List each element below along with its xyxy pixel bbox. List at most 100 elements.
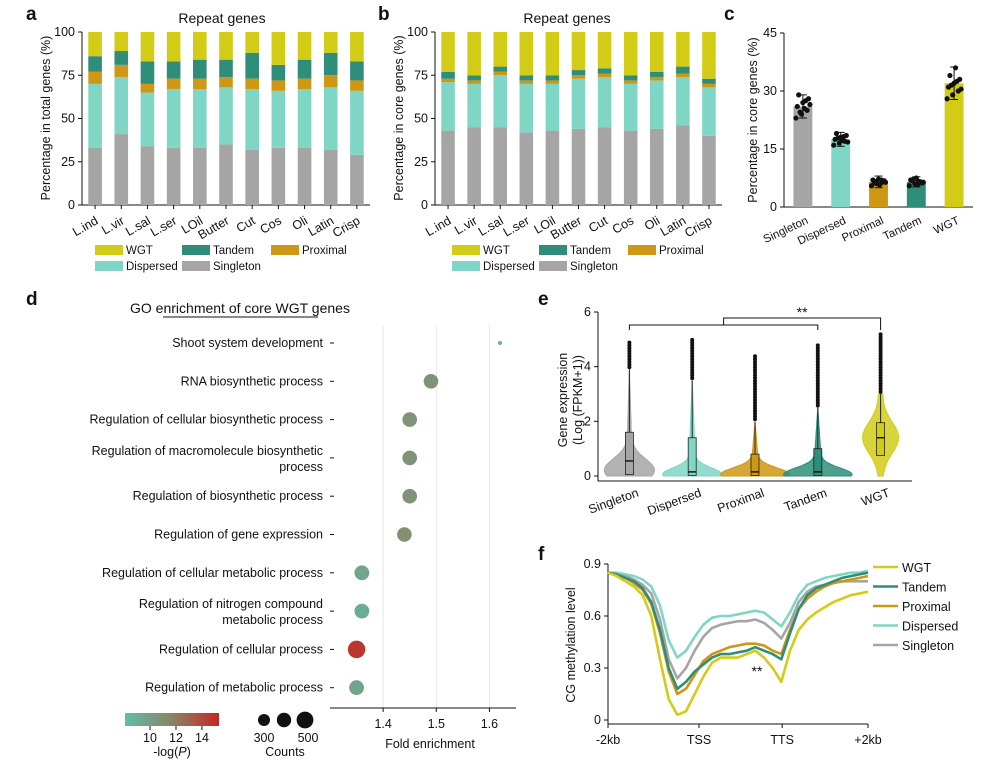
bar-segment-singleton bbox=[571, 128, 586, 205]
bar-segment-proximal bbox=[571, 75, 586, 79]
data-point bbox=[831, 142, 837, 148]
outlier bbox=[878, 373, 883, 378]
y-tick-label: 0.9 bbox=[584, 557, 601, 571]
x-tick-label: WGT bbox=[859, 486, 892, 509]
y-tick-label: 0 bbox=[68, 198, 75, 212]
outlier bbox=[690, 357, 695, 362]
x-tick-label: 1.6 bbox=[481, 717, 498, 731]
bar-segment-dispersed bbox=[545, 83, 560, 131]
panel-e-axes: 0 2 4 6 Singleton Dispersed Proximal Tandem WGT bbox=[584, 305, 912, 518]
y-tick-label: 0 bbox=[584, 469, 591, 483]
legend-label: Dispersed bbox=[483, 261, 535, 273]
legend-label: Proximal bbox=[659, 245, 704, 257]
bar-segment-tandem bbox=[441, 71, 455, 79]
bar-segment-proximal bbox=[193, 78, 207, 90]
outlier bbox=[753, 389, 757, 394]
panel-label-a: a bbox=[26, 4, 37, 25]
data-point bbox=[796, 92, 802, 98]
bar-segment-proximal bbox=[493, 71, 508, 76]
legend-label: WGT bbox=[483, 245, 510, 257]
legend-swatch-tandem bbox=[539, 245, 567, 255]
bar-segment-wgt bbox=[297, 32, 312, 60]
y-tick-label: 50 bbox=[61, 112, 75, 126]
bar-segment-wgt bbox=[676, 32, 690, 67]
outlier bbox=[815, 395, 820, 400]
bar-segment-dispersed bbox=[597, 76, 612, 128]
panel-label-c: c bbox=[724, 4, 735, 25]
data-point bbox=[954, 78, 960, 84]
go-point bbox=[397, 527, 412, 542]
go-point bbox=[349, 680, 364, 696]
outlier bbox=[878, 362, 883, 367]
bar-segment-dispersed bbox=[702, 87, 716, 136]
bar-segment-tandem bbox=[545, 75, 560, 81]
bar-segment-tandem bbox=[323, 52, 338, 76]
data-point bbox=[797, 109, 803, 115]
legend-swatch-tandem bbox=[182, 245, 210, 255]
outlier bbox=[753, 384, 757, 389]
data-point bbox=[952, 65, 959, 71]
significance-bracket bbox=[723, 317, 882, 330]
x-tick-label: Cut bbox=[234, 213, 258, 235]
bar-segment-singleton bbox=[350, 154, 364, 205]
panel-label-e: e bbox=[538, 289, 549, 310]
size-legend-tick: 300 bbox=[254, 731, 275, 745]
panel-f-axes: 0 0.3 0.6 0.9 -2kb TSS TTS +2kb bbox=[584, 557, 882, 747]
go-term-label: Regulation of cellular biosynthetic proc… bbox=[90, 413, 323, 427]
bar-segment-tandem bbox=[140, 61, 155, 84]
panel-e: Gene expression (Log (FPKM+1)) 0 2 4 6 Singl… bbox=[556, 304, 912, 518]
bar-segment-proximal bbox=[676, 73, 690, 77]
significance-marker: ** bbox=[797, 304, 808, 320]
outlier bbox=[690, 343, 695, 348]
data-point bbox=[916, 178, 922, 185]
x-tick-label: -2kb bbox=[596, 733, 620, 747]
bar-segment-singleton bbox=[597, 127, 612, 205]
bar-segment-wgt bbox=[166, 32, 181, 62]
bar-segment-dispersed bbox=[350, 90, 364, 155]
bar-segment-wgt bbox=[245, 32, 259, 53]
data-point bbox=[833, 130, 840, 137]
outlier bbox=[753, 408, 757, 413]
outlier bbox=[690, 359, 695, 364]
y-tick-label: 2 bbox=[584, 414, 591, 428]
outlier bbox=[753, 395, 757, 400]
outlier bbox=[815, 373, 820, 378]
bar-segment-tandem bbox=[649, 71, 664, 77]
outlier bbox=[690, 367, 695, 372]
data-point bbox=[801, 105, 807, 111]
go-point bbox=[402, 450, 418, 466]
outlier bbox=[815, 351, 820, 356]
outlier bbox=[753, 403, 757, 408]
panel-b-title: Repeat genes bbox=[523, 10, 610, 26]
outlier bbox=[753, 359, 757, 364]
legend-swatch-dispersed bbox=[95, 261, 123, 271]
outlier bbox=[878, 348, 883, 353]
outlier bbox=[815, 348, 820, 353]
legend-label: WGT bbox=[902, 561, 932, 575]
go-term-label: Regulation of macromolecule biosynthetic bbox=[92, 444, 323, 458]
bar-proximal bbox=[869, 181, 888, 207]
panel-f-lines: ** bbox=[607, 569, 869, 717]
colorbar-tick-label: 10 bbox=[143, 731, 157, 745]
outlier bbox=[627, 365, 632, 370]
bar-segment-wgt bbox=[219, 32, 233, 60]
outlier bbox=[815, 365, 820, 370]
data-point bbox=[910, 176, 917, 182]
legend-label: Tandem bbox=[213, 245, 254, 257]
x-tick-label: Butter bbox=[196, 213, 232, 242]
x-tick-label: Butter bbox=[548, 213, 584, 242]
bar-segment-dispersed bbox=[467, 83, 481, 128]
x-tick-label: Oli bbox=[642, 213, 662, 233]
outlier bbox=[690, 362, 695, 367]
x-tick-label: Tandem bbox=[782, 486, 829, 514]
outlier bbox=[878, 357, 883, 362]
bar-segment-tandem bbox=[193, 59, 207, 79]
go-point bbox=[402, 412, 418, 427]
bar-segment-tandem bbox=[519, 75, 534, 81]
data-point bbox=[807, 101, 813, 108]
outlier bbox=[878, 340, 883, 345]
go-point bbox=[347, 640, 366, 659]
panel-e-violins: ** bbox=[603, 304, 900, 477]
outlier bbox=[815, 343, 820, 348]
bar-segment-dispersed bbox=[271, 90, 286, 148]
